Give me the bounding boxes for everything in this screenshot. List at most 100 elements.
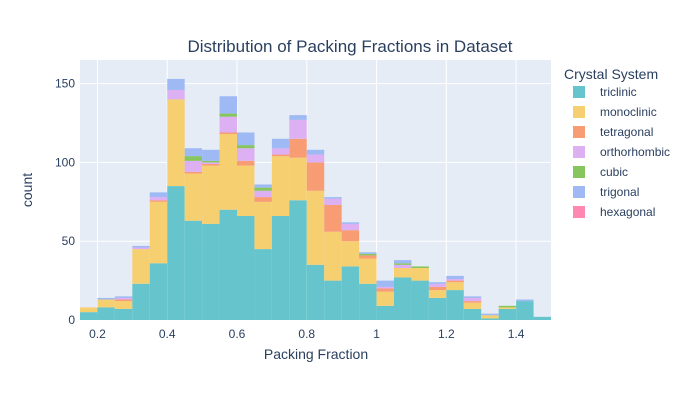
legend-title: Crystal System <box>564 66 658 82</box>
bars <box>80 78 551 320</box>
legend-item-triclinic[interactable]: triclinic <box>573 85 637 99</box>
bar-trigonal <box>341 222 360 224</box>
bar-triclinic <box>533 316 551 320</box>
bar-tetragonal <box>306 162 325 191</box>
bar-monoclinic <box>114 301 133 309</box>
bar-triclinic <box>516 301 534 320</box>
legend-label: hexagonal <box>600 205 655 219</box>
bar-triclinic <box>184 220 203 320</box>
chart-title: Distribution of Packing Fractions in Dat… <box>187 37 512 56</box>
bar-trigonal <box>324 197 342 199</box>
bar-monoclinic <box>411 268 429 281</box>
bar-monoclinic <box>359 258 377 284</box>
y-axis-ticks: 0 50 100 150 <box>55 77 75 327</box>
bar-tetragonal <box>341 230 360 242</box>
bar-monoclinic <box>324 231 342 281</box>
bar-cubic <box>254 187 272 191</box>
bar-triclinic <box>132 283 150 320</box>
y-tick-label: 0 <box>68 313 75 327</box>
legend-item-trigonal[interactable]: trigonal <box>573 185 639 199</box>
bar-triclinic <box>446 290 464 320</box>
bar-triclinic <box>394 277 412 320</box>
legend-swatch <box>573 166 585 178</box>
bar-cubic <box>498 305 517 308</box>
bar-trigonal <box>394 260 412 264</box>
bar-monoclinic <box>97 299 115 308</box>
bar-monoclinic <box>219 134 237 210</box>
bar-tetragonal <box>237 160 255 166</box>
bar-trigonal <box>114 296 133 298</box>
bar-monoclinic <box>167 99 185 187</box>
bar-triclinic <box>376 305 394 320</box>
bar-tetragonal <box>202 164 220 166</box>
x-tick-label: 0.8 <box>298 327 315 341</box>
bar-orthorhombic <box>202 162 220 164</box>
legend-item-orthorhombic[interactable]: orthorhombic <box>573 145 670 159</box>
y-tick-label: 150 <box>55 77 75 91</box>
bar-orthorhombic <box>341 223 360 231</box>
legend-label: monoclinic <box>600 105 657 119</box>
bar-triclinic <box>202 223 220 320</box>
bar-orthorhombic <box>132 247 150 250</box>
x-tick-label: 0.6 <box>229 327 246 341</box>
bar-orthorhombic <box>237 148 255 161</box>
bar-triclinic <box>289 200 307 320</box>
bar-trigonal <box>428 282 447 284</box>
bar-tetragonal <box>289 138 307 158</box>
bar-tetragonal <box>219 132 237 135</box>
legend-item-hexagonal[interactable]: hexagonal <box>573 205 655 219</box>
bar-orthorhombic <box>149 197 168 201</box>
legend-label: tetragonal <box>600 125 653 139</box>
legend: Crystal System triclinic monoclinic tetrag… <box>564 66 670 219</box>
bar-trigonal <box>446 275 464 280</box>
bar-orthorhombic <box>114 297 133 300</box>
bar-triclinic <box>498 308 517 320</box>
bar-trigonal <box>289 115 307 120</box>
legend-item-tetragonal[interactable]: tetragonal <box>573 125 653 139</box>
x-tick-label: 1.2 <box>438 327 455 341</box>
bar-monoclinic <box>132 249 150 284</box>
bar-triclinic <box>271 216 290 320</box>
bar-monoclinic <box>149 201 168 264</box>
bar-tetragonal <box>376 288 394 292</box>
bar-monoclinic <box>271 156 290 216</box>
x-tick-label: 0.2 <box>89 327 106 341</box>
bar-tetragonal <box>359 255 377 259</box>
bar-trigonal <box>132 245 150 248</box>
bar-trigonal <box>254 184 272 188</box>
x-axis-ticks: 0.2 0.4 0.6 0.8 1 1.2 1.4 <box>89 327 525 341</box>
legend-swatch <box>573 126 585 138</box>
x-axis-title: Packing Fraction <box>264 346 368 362</box>
bar-monoclinic <box>237 165 255 216</box>
bar-orthorhombic <box>271 148 290 155</box>
legend-label: cubic <box>600 165 628 179</box>
bar-orthorhombic <box>463 297 482 302</box>
bar-trigonal <box>359 252 377 254</box>
legend-swatch <box>573 146 585 158</box>
bar-triclinic <box>97 307 115 320</box>
legend-label: trigonal <box>600 185 639 199</box>
legend-item-cubic[interactable]: cubic <box>573 165 628 179</box>
bar-triclinic <box>237 216 255 320</box>
x-tick-label: 0.4 <box>159 327 176 341</box>
bar-orthorhombic <box>306 154 325 163</box>
bar-monoclinic <box>463 302 482 309</box>
bar-monoclinic <box>481 315 499 319</box>
legend-label: orthorhombic <box>600 145 670 159</box>
bar-monoclinic <box>376 291 394 306</box>
bar-monoclinic <box>428 290 447 298</box>
legend-item-monoclinic[interactable]: monoclinic <box>573 105 657 119</box>
bar-orthorhombic <box>219 116 237 133</box>
bar-tetragonal <box>254 197 272 202</box>
bar-tetragonal <box>324 204 342 232</box>
bar-tetragonal <box>149 200 168 202</box>
x-tick-label: 1.4 <box>508 327 525 341</box>
bar-cubic <box>394 263 412 265</box>
bar-trigonal <box>219 96 237 114</box>
legend-swatch <box>573 106 585 118</box>
bar-orthorhombic <box>446 279 464 281</box>
bar-trigonal <box>463 296 482 298</box>
bar-tetragonal <box>428 286 447 291</box>
bar-orthorhombic <box>167 89 185 100</box>
